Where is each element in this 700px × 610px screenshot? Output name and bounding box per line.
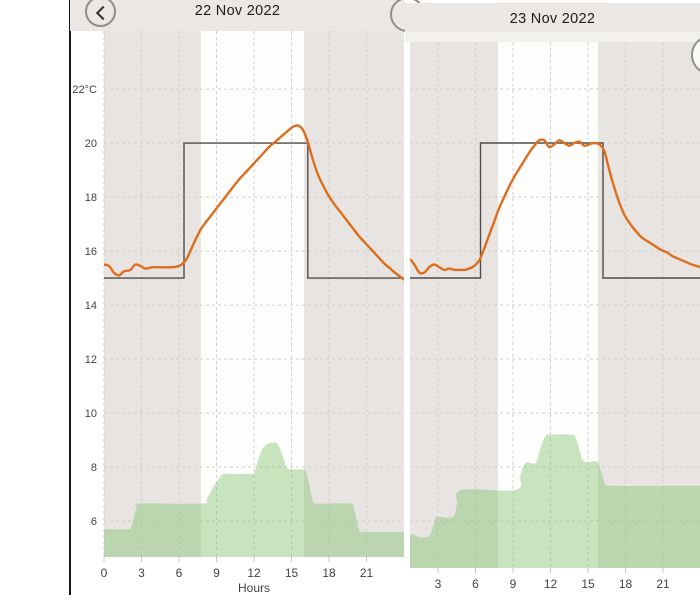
gridlines (410, 42, 700, 568)
setpoint-schedule (410, 142, 700, 279)
day-panel-23-nov: 23 Nov 2022 3 6 9 12 15 18 21 (405, 0, 700, 610)
y-axis: 22°C 20 18 16 14 12 10 8 6 (72, 84, 97, 528)
x-tick-label: 9 (213, 566, 220, 580)
comfort-period-band (200, 31, 304, 557)
x-axis-title: Hours (238, 581, 270, 595)
y-tick-label: 14 (85, 300, 97, 312)
y-tick-label: 16 (85, 246, 97, 258)
panel-title: 22 Nov 2022 (194, 3, 281, 19)
x-axis: 3 6 9 12 15 18 21 (435, 568, 670, 591)
x-tick-label: 21 (656, 577, 670, 591)
panel-header: 22 Nov 2022 (70, 0, 405, 31)
panel-title: 23 Nov 2022 (509, 11, 596, 27)
prev-day-button[interactable] (85, 0, 116, 27)
measured-temperature (410, 138, 700, 275)
green-activity-area (104, 442, 404, 557)
x-tick-label: 6 (176, 566, 183, 580)
measured-temperature (104, 124, 404, 281)
x-tick-label: 15 (581, 577, 595, 591)
y-tick-label: 22°C (72, 84, 97, 96)
y-tick-label: 10 (85, 408, 97, 420)
y-tick-label: 8 (91, 462, 97, 474)
day-panel-22-nov: 22 Nov 2022 0 3 6 9 12 15 18 21 Hours 22°C 20 18 16 1… (70, 0, 405, 610)
x-tick-label: 18 (619, 577, 633, 591)
x-tick-label: 18 (322, 566, 336, 580)
setpoint-schedule (104, 142, 404, 279)
x-tick-label: 6 (472, 577, 479, 591)
gridlines (103, 31, 404, 557)
y-tick-label: 6 (91, 516, 97, 528)
panel-header: 23 Nov 2022 (405, 3, 700, 42)
temperature-chart-23-nov: 3 6 9 12 15 18 21 (410, 42, 700, 591)
y-tick-label: 18 (85, 192, 97, 204)
x-tick-label: 12 (544, 577, 558, 591)
y-tick-label: 12 (85, 354, 97, 366)
x-tick-label: 21 (360, 566, 374, 580)
x-tick-label: 3 (435, 577, 442, 591)
temperature-chart-22-nov: 0 3 6 9 12 15 18 21 Hours 22°C 20 18 16 14 12 10 8 6 (72, 31, 404, 595)
x-tick-label: 15 (285, 566, 299, 580)
green-activity-area (410, 434, 700, 568)
x-tick-label: 9 (510, 577, 517, 591)
x-tick-label: 0 (101, 566, 108, 580)
x-axis: 0 3 6 9 12 15 18 21 Hours (101, 557, 374, 595)
y-tick-label: 20 (85, 138, 97, 150)
x-tick-label: 3 (138, 566, 145, 580)
x-tick-label: 12 (247, 566, 261, 580)
carousel-left-edge (69, 0, 71, 595)
